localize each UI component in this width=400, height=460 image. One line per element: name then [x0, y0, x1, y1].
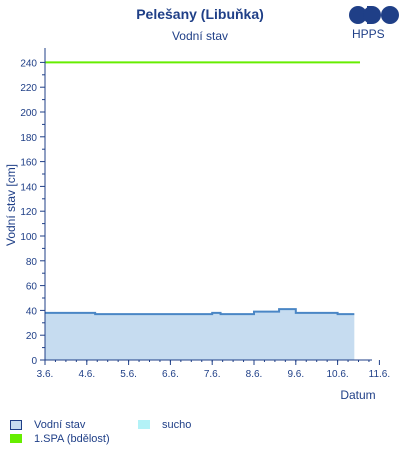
hpps-logo-icon [349, 6, 399, 24]
legend-label: sucho [162, 419, 192, 431]
y-tick-label: 160 [20, 158, 37, 169]
legend-swatch-sucho [138, 420, 150, 429]
water-level-line [45, 308, 355, 316]
y-tick-label: 120 [20, 207, 37, 218]
y-tick-label: 180 [20, 133, 37, 144]
logo-text: HPPS [352, 27, 385, 41]
water-level-area [45, 309, 355, 360]
y-axis-title: Vodní stav [cm] [4, 164, 18, 246]
x-tick-label: 9.6. [287, 369, 304, 380]
y-tick-label: 60 [26, 282, 38, 293]
x-tick-label: 7.6. [204, 369, 221, 380]
y-tick-label: 220 [20, 83, 37, 94]
water-level-chart: 0 20 40 60 80 100 120 140 160 180 200 220 240 3.6. 4.6… [4, 48, 391, 402]
x-tick-label: 4.6. [78, 369, 95, 380]
y-tick-label: 200 [20, 108, 37, 119]
x-tick-label: 11.6. [369, 369, 391, 380]
chart-title: Pelešany (Libuňka) [136, 6, 264, 22]
x-tick-label: 10.6. [326, 369, 348, 380]
legend-swatch-vodni-stav [10, 420, 22, 430]
y-tick-label: 140 [20, 182, 37, 193]
y-tick-label: 100 [20, 232, 37, 243]
y-tick-label: 0 [31, 356, 37, 367]
chart-legend: Vodní stav sucho 1.SPA (bdělost) [10, 418, 390, 454]
legend-swatch-spa [10, 434, 22, 443]
y-tick-label: 20 [26, 331, 38, 342]
x-tick-label: 6.6. [162, 369, 179, 380]
x-tick-label: 3.6. [37, 369, 54, 380]
x-tick-label: 5.6. [120, 369, 137, 380]
legend-label: 1.SPA (bdělost) [34, 433, 110, 445]
x-axis-title: Datum [340, 388, 375, 402]
chart-subtitle: Vodní stav [171, 29, 229, 43]
y-tick-label: 80 [26, 257, 38, 268]
y-tick-label: 240 [20, 58, 37, 69]
legend-label: Vodní stav [34, 419, 86, 431]
x-tick-label: 8.6. [246, 369, 263, 380]
y-tick-label: 40 [26, 306, 38, 317]
